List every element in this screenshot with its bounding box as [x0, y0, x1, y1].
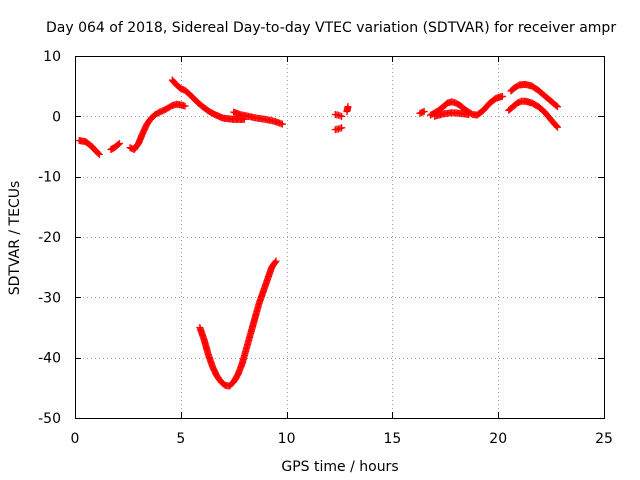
data-point	[338, 112, 346, 120]
data-point	[553, 123, 561, 131]
x-tick-label: 10	[278, 431, 296, 447]
data-point	[278, 120, 286, 128]
series-arc-9	[343, 103, 352, 116]
data-point	[552, 102, 560, 110]
y-tick-label: -10	[38, 170, 61, 186]
data-point	[498, 92, 506, 100]
series-arc-10	[416, 108, 428, 117]
y-tick-label: -50	[38, 411, 61, 427]
y-tick-label: -40	[38, 351, 61, 367]
data-point	[465, 111, 473, 119]
x-tick-label: 25	[595, 431, 613, 447]
data-point	[115, 139, 123, 147]
data-point	[272, 257, 280, 265]
series-arc-3	[126, 100, 189, 154]
series-arc-7	[331, 111, 346, 120]
data-point	[181, 102, 189, 110]
data-point	[553, 122, 561, 130]
data-point	[95, 150, 103, 158]
series-arc-12	[431, 109, 473, 120]
axis-ticks	[75, 56, 605, 419]
x-tick-label: 5	[176, 431, 185, 447]
data-point	[420, 108, 428, 116]
series-arc-6	[196, 257, 280, 390]
series-arc-2	[107, 139, 123, 154]
series-arc-8	[331, 124, 346, 134]
series-arc-4	[168, 76, 248, 123]
series-arc-13	[507, 80, 561, 111]
x-axis-label: GPS time / hours	[281, 459, 398, 475]
x-tick-label: 20	[489, 431, 507, 447]
y-tick-label: 10	[43, 49, 61, 65]
data-point	[94, 149, 102, 157]
data-point	[344, 103, 352, 111]
tick-labels: 0 5 10 15 20 25 -50 -40 -30 -20 -10 0 10	[38, 49, 613, 447]
y-tick-label: -30	[38, 290, 61, 306]
data-series	[75, 76, 561, 390]
x-tick-label: 0	[71, 431, 80, 447]
series-arc-14	[505, 97, 561, 131]
grid-lines	[75, 56, 604, 418]
data-point	[338, 124, 346, 132]
y-tick-label: 0	[52, 109, 61, 125]
series-arc-5	[230, 108, 286, 128]
data-point	[271, 258, 279, 266]
series-arc-1	[75, 136, 103, 158]
data-point	[553, 103, 561, 111]
data-point	[114, 140, 122, 148]
y-axis-label: SDTVAR / TECUs	[7, 181, 23, 296]
chart-title: Day 064 of 2018, Sidereal Day-to-day VTE…	[46, 20, 616, 36]
x-tick-label: 15	[383, 431, 401, 447]
y-tick-label: -20	[38, 230, 61, 246]
